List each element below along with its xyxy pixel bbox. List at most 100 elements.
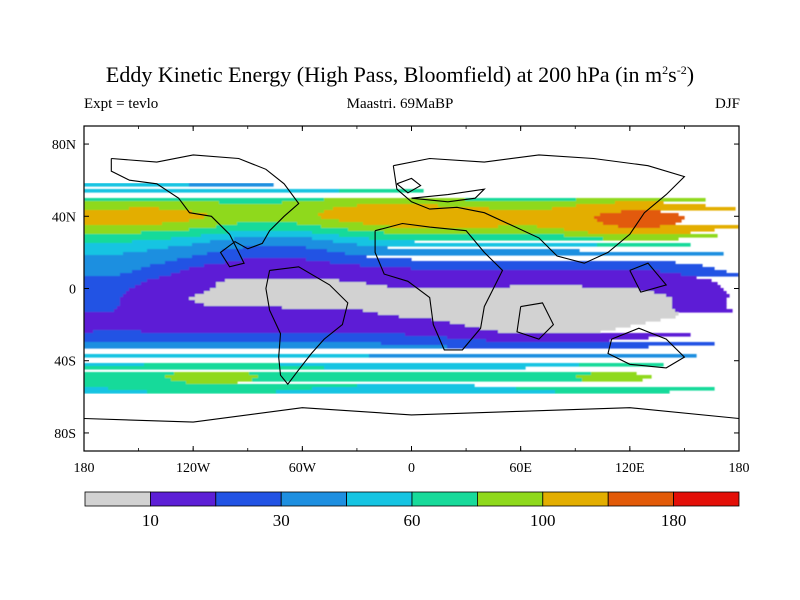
field-cell — [498, 225, 538, 229]
field-cell — [129, 207, 160, 211]
field-cell — [147, 279, 226, 283]
field-cell — [84, 327, 481, 331]
colorbar-label: 100 — [530, 511, 556, 530]
field-cell — [216, 225, 322, 229]
field-cell — [84, 249, 148, 253]
colorbar-swatch — [346, 491, 413, 507]
field-cell — [600, 213, 679, 217]
field-cell — [84, 204, 358, 208]
field-cell — [84, 330, 94, 334]
field-cell — [447, 345, 649, 349]
coastline — [84, 407, 739, 423]
field-cell — [378, 312, 679, 316]
field-cell — [222, 249, 328, 253]
field-cell — [465, 198, 577, 202]
experiment-label: Expt = tevlo — [84, 96, 159, 112]
field-cell — [615, 201, 664, 205]
field-cell — [84, 390, 148, 394]
field-cell — [171, 273, 682, 277]
field-cell — [594, 216, 685, 220]
field-cell — [465, 324, 631, 328]
field-cell — [135, 285, 217, 289]
x-tick-label: 60W — [289, 461, 317, 476]
field-cell — [216, 285, 388, 289]
coastline — [411, 188, 486, 203]
field-cell — [84, 264, 151, 268]
field-cell — [189, 183, 274, 187]
field-cell — [123, 252, 208, 256]
field-cell — [369, 354, 697, 358]
field-cell — [312, 231, 385, 235]
x-tick-label: 120W — [176, 461, 211, 476]
field-cell — [84, 216, 205, 220]
field-cell — [312, 237, 370, 241]
field-cell — [165, 375, 259, 379]
field-cell — [132, 240, 211, 244]
field-cell — [282, 306, 673, 310]
field-cell — [117, 306, 283, 310]
field-cell — [84, 183, 190, 187]
field-cell — [243, 258, 307, 262]
field-cell — [162, 222, 238, 226]
field-cell — [201, 234, 340, 238]
field-cell — [450, 321, 646, 325]
field-cell — [327, 249, 580, 253]
field-cell — [660, 225, 739, 229]
field-cell — [189, 297, 673, 301]
field-cell — [516, 387, 715, 391]
coastline — [374, 222, 504, 351]
field-cell — [132, 270, 181, 274]
colorbar-swatch — [84, 491, 151, 507]
field-cell — [339, 189, 424, 193]
field-cell — [366, 282, 718, 286]
field-cell — [108, 387, 313, 391]
field-cell — [126, 291, 205, 295]
field-cell — [141, 330, 499, 334]
colorbar-swatch — [411, 491, 478, 507]
colorbar-swatch — [607, 491, 675, 507]
field-cell — [555, 390, 670, 394]
y-tick-label: 80S — [54, 427, 76, 442]
field-cell — [537, 225, 619, 229]
field-cell — [252, 378, 583, 382]
field-cell — [120, 303, 205, 307]
field-cell — [84, 279, 148, 283]
field-cell — [84, 297, 121, 301]
field-cell — [84, 315, 400, 319]
field-cell — [204, 264, 361, 268]
x-tick-label: 180 — [729, 461, 750, 476]
field-cell — [339, 234, 565, 238]
field-cell — [480, 327, 616, 331]
field-cell — [84, 339, 487, 343]
colorbar: 10 30 60 100 180 — [84, 491, 740, 530]
field-cell — [84, 300, 121, 304]
field-cell — [207, 252, 346, 256]
field-cell — [321, 225, 391, 229]
field-cell — [84, 387, 109, 391]
field-cell — [84, 261, 166, 265]
field-cell — [150, 264, 205, 268]
field-cell — [363, 309, 676, 313]
y-tick-label: 80N — [52, 138, 76, 153]
field-cell — [438, 204, 577, 208]
field-cell — [189, 219, 340, 223]
field-cell — [84, 255, 193, 259]
field-cell — [84, 207, 130, 211]
field-cell — [84, 381, 187, 385]
field-cell — [681, 273, 739, 277]
coastline — [629, 262, 668, 293]
field-cell — [339, 219, 598, 223]
field-cell — [219, 201, 283, 205]
field-cell — [84, 303, 121, 307]
field-cell — [84, 318, 433, 322]
field-cell — [192, 243, 358, 247]
x-axis: 180 120W 60W 0 60E 120E 180 — [74, 126, 750, 476]
field-cell — [297, 222, 364, 226]
field-cell — [84, 372, 175, 376]
field-cell — [588, 231, 691, 235]
colorbar-swatch — [476, 491, 544, 507]
field-cell — [84, 243, 193, 247]
coastlines — [84, 154, 739, 423]
x-tick-label: 60E — [509, 461, 532, 476]
field-cell — [672, 297, 727, 301]
